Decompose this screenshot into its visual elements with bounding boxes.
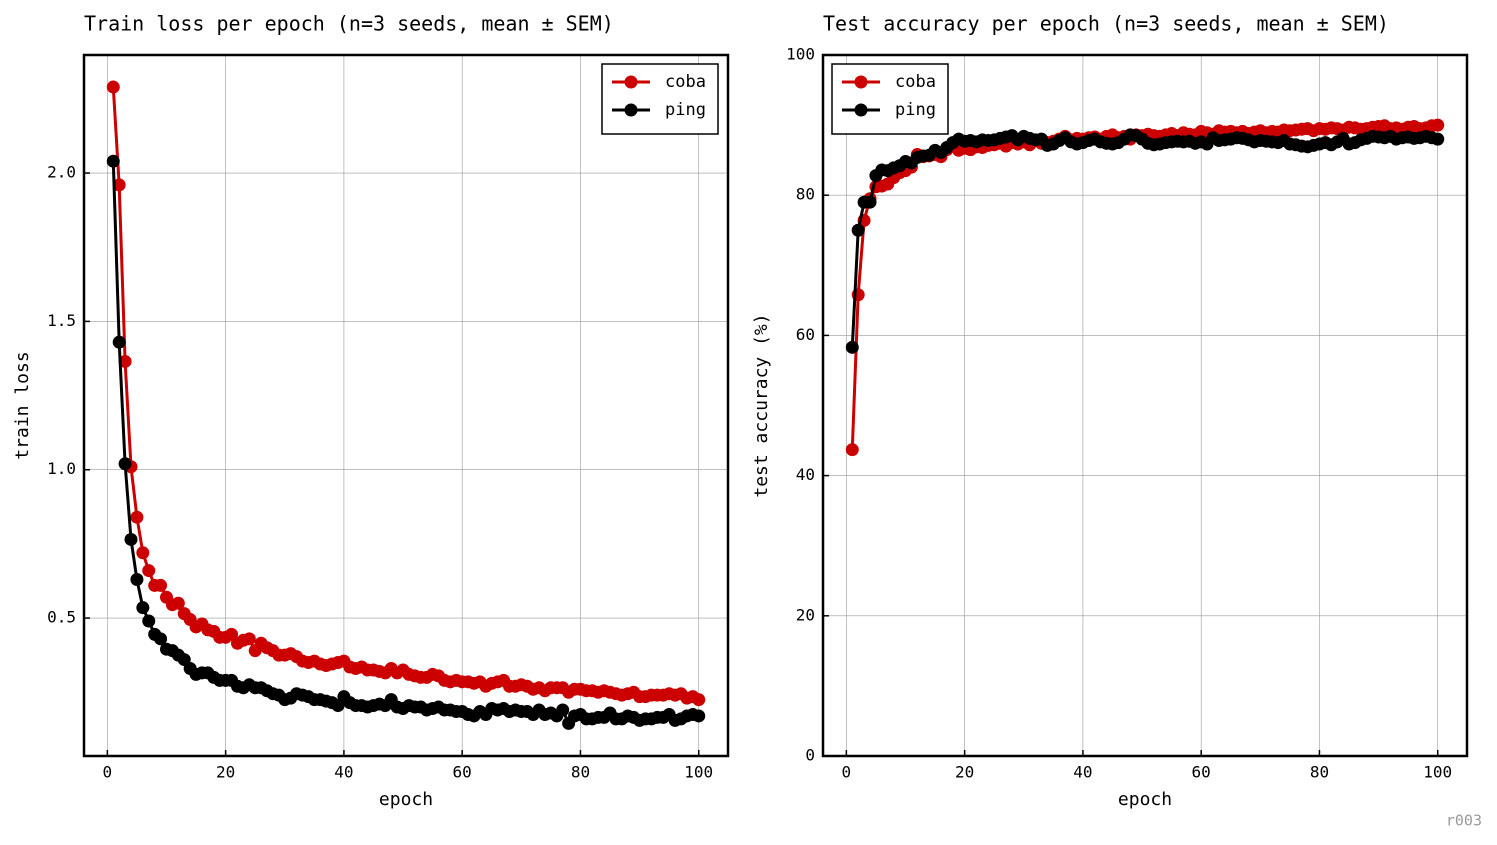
data-point xyxy=(692,709,706,723)
x-tick-label: 20 xyxy=(216,763,235,782)
data-point xyxy=(1431,118,1445,132)
series-line xyxy=(111,86,700,701)
y-axis-label: test accuracy (%) xyxy=(751,313,772,497)
chart-title: Train loss per epoch (n=3 seeds, mean ± … xyxy=(84,12,614,36)
data-point xyxy=(171,596,185,610)
x-tick-label: 40 xyxy=(1073,763,1092,782)
x-tick-label: 100 xyxy=(1423,763,1452,782)
x-tick-label: 80 xyxy=(571,763,590,782)
x-tick-label: 0 xyxy=(842,763,852,782)
data-point xyxy=(556,703,570,717)
legend-box xyxy=(831,63,949,135)
legend-marker xyxy=(854,103,868,117)
data-point xyxy=(692,693,706,707)
x-tick-label: 80 xyxy=(1310,763,1329,782)
x-tick-label: 60 xyxy=(453,763,472,782)
y-tick-label: 100 xyxy=(786,45,815,64)
x-tick-label: 0 xyxy=(103,763,113,782)
y-tick-label: 40 xyxy=(796,465,815,484)
y-tick-label: 0 xyxy=(805,746,815,765)
data-point xyxy=(851,223,865,237)
y-tick-label: 60 xyxy=(796,325,815,344)
legend-label: coba xyxy=(895,72,936,92)
data-point xyxy=(136,546,150,560)
series-line xyxy=(850,123,1438,450)
y-tick-label: 0.5 xyxy=(47,608,76,627)
plot-frame xyxy=(821,53,1469,758)
y-tick-label: 2.0 xyxy=(47,163,76,182)
footer: r003 xyxy=(1446,812,1482,830)
legend-marker xyxy=(624,75,638,89)
legend-label: ping xyxy=(665,100,706,120)
series-line xyxy=(850,133,1439,348)
data-point xyxy=(106,80,120,94)
chart-title: Test accuracy per epoch (n=3 seeds, mean… xyxy=(823,12,1389,36)
y-tick-label: 1.0 xyxy=(47,459,76,478)
legend-marker xyxy=(624,103,638,117)
data-point xyxy=(112,335,126,349)
y-tick-label: 1.5 xyxy=(47,311,76,330)
data-point xyxy=(845,443,859,457)
data-point xyxy=(142,614,156,628)
x-tick-label: 20 xyxy=(955,763,974,782)
series-line xyxy=(111,161,700,727)
x-tick-label: 40 xyxy=(334,763,353,782)
data-point xyxy=(242,632,256,646)
y-tick-label: 20 xyxy=(796,605,815,624)
legend-box xyxy=(601,63,719,135)
data-point xyxy=(142,564,156,578)
x-axis-label: epoch xyxy=(379,789,433,810)
data-point xyxy=(118,354,132,368)
legend-label: coba xyxy=(665,72,706,92)
data-point xyxy=(112,178,126,192)
data-point xyxy=(136,601,150,615)
y-axis-label: train loss xyxy=(12,351,33,459)
x-tick-label: 100 xyxy=(684,763,713,782)
data-point xyxy=(130,572,144,586)
data-point xyxy=(118,457,132,471)
data-point xyxy=(1431,132,1445,146)
data-point xyxy=(106,154,120,168)
plot-frame xyxy=(82,53,730,758)
data-point xyxy=(845,340,859,354)
data-point xyxy=(154,632,168,646)
data-point xyxy=(863,195,877,209)
data-point xyxy=(154,578,168,592)
x-axis-label: epoch xyxy=(1118,789,1172,810)
legend-label: ping xyxy=(895,100,936,120)
data-point xyxy=(124,532,138,546)
y-tick-label: 80 xyxy=(796,185,815,204)
data-point xyxy=(130,510,144,524)
legend-marker xyxy=(854,75,868,89)
x-tick-label: 60 xyxy=(1192,763,1211,782)
